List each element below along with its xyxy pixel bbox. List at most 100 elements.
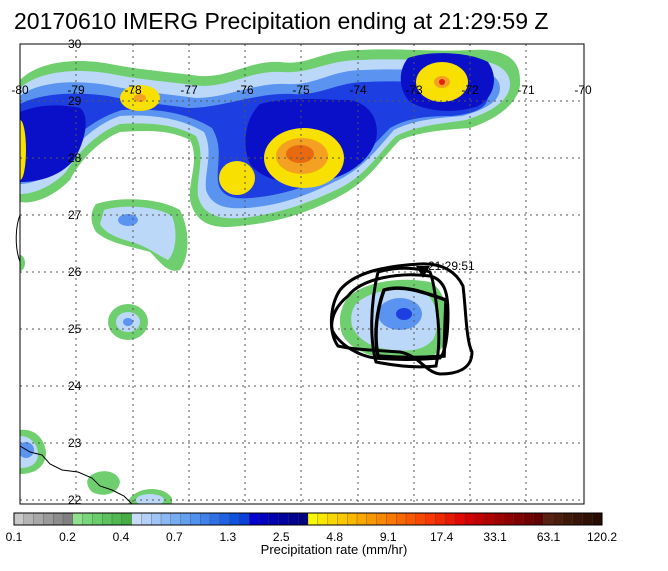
latitude-label: 25 <box>68 322 82 336</box>
colorbar-segment <box>523 512 534 526</box>
colorbar-tick-label: 4.8 <box>326 530 343 544</box>
storm-blue <box>396 308 412 320</box>
colorbar-tick-labels: 0.1 0.2 0.4 0.7 1.3 2.5 4.8 9.1 17.4 33.1 63.1 120.… <box>6 530 618 544</box>
colorbar-segment <box>572 512 583 526</box>
colorbar-tick-label: 0.7 <box>166 530 183 544</box>
colorbar-segments <box>13 512 603 526</box>
colorbar-segment <box>258 512 270 526</box>
colorbar-segment <box>288 512 299 526</box>
latitude-labels: 30 29 28 27 26 25 24 23 22 <box>68 37 82 507</box>
colorbar-segment <box>190 512 201 526</box>
colorbar-segment <box>425 512 436 526</box>
precipitation-field <box>20 49 521 504</box>
colorbar-segment <box>445 512 456 526</box>
colorbar-tick-label: 63.1 <box>537 530 561 544</box>
colorbar-segment <box>278 512 289 526</box>
latitude-label: 26 <box>68 265 82 279</box>
colorbar-segment <box>92 512 103 526</box>
colorbar-segment <box>435 512 446 526</box>
colorbar-tick-label: 120.2 <box>587 530 617 544</box>
longitude-label: -76 <box>236 83 254 97</box>
colorbar-segment <box>327 512 338 526</box>
rain-s1-green <box>87 471 120 495</box>
colorbar-tick-label: 0.2 <box>59 530 76 544</box>
colorbar-segment <box>160 512 172 526</box>
colorbar-segment <box>347 512 358 526</box>
rain-cell-78-25-midblue <box>123 318 133 326</box>
colorbar-segment <box>474 512 485 526</box>
colorbar-segment <box>102 512 113 526</box>
colorbar-segment <box>200 512 211 526</box>
colorbar-segment <box>121 512 133 526</box>
latitude-label: 22 <box>68 493 82 507</box>
colorbar-segment <box>53 512 64 526</box>
longitude-label: -73 <box>405 83 423 97</box>
longitude-label: -71 <box>517 83 535 97</box>
colorbar-segment <box>131 512 142 526</box>
latitude-label: 28 <box>68 151 82 165</box>
rain-sliver-west <box>20 255 25 271</box>
colorbar-segment <box>592 512 603 526</box>
longitude-label: -74 <box>349 83 367 97</box>
colorbar-segment <box>494 512 505 526</box>
colorbar-title: Precipitation rate (mm/hr) <box>260 542 408 557</box>
track-end-marker <box>416 266 430 278</box>
rain-s2-lightblue <box>136 494 164 504</box>
colorbar-segment <box>229 512 240 526</box>
colorbar-segment <box>219 512 231 526</box>
colorbar-segment <box>376 512 387 526</box>
colorbar-segment <box>141 512 152 526</box>
colorbar-segment <box>562 512 574 526</box>
colorbar-segment <box>170 512 182 526</box>
colorbar-segment <box>111 512 123 526</box>
colorbar-tick-label: 1.3 <box>219 530 236 544</box>
swath-outline-core <box>370 266 441 369</box>
colorbar-segment <box>366 512 378 526</box>
colorbar-segment <box>464 512 476 526</box>
longitude-label: -78 <box>124 83 142 97</box>
colorbar-segment <box>249 512 260 526</box>
rain-cell-72-red <box>439 79 445 85</box>
colorbar-segment <box>43 512 54 526</box>
colorbar-segment <box>543 512 554 526</box>
colorbar-tick-label: 0.1 <box>6 530 23 544</box>
satellite-swath-outlines: 21:29:51 <box>330 259 475 376</box>
rain-patch-27-midblue <box>118 214 138 226</box>
colorbar-segment <box>454 512 466 526</box>
rain-core-west-yellow <box>20 120 26 180</box>
colorbar-tick-label: 9.1 <box>380 530 397 544</box>
longitude-label: -72 <box>461 83 479 97</box>
latitude-label: 23 <box>68 436 82 450</box>
longitude-label: -70 <box>574 83 592 97</box>
colorbar-tick-label: 0.4 <box>113 530 130 544</box>
map-title: 20170610 IMERG Precipitation ending at 2… <box>14 8 549 34</box>
swath-outline-inner <box>374 286 448 360</box>
colorbar-tick-label: 17.4 <box>430 530 454 544</box>
map-frame <box>19 43 585 505</box>
latitude-label: 30 <box>68 37 82 51</box>
longitude-labels: -80 -79 -78 -77 -76 -75 -74 -73 -72 -71 -70 <box>11 83 592 97</box>
colorbar-segment <box>337 512 348 526</box>
rain-core-west-darkblue <box>20 105 86 182</box>
colorbar-segment <box>82 512 93 526</box>
rain-cell-78-orange <box>134 94 146 102</box>
rain-cell-75-darkorange <box>286 145 314 163</box>
colorbar-border <box>13 512 603 526</box>
colorbar-segment <box>317 512 329 526</box>
colorbar-segment <box>23 512 35 526</box>
colorbar-segment <box>405 512 417 526</box>
longitude-label: -80 <box>11 83 29 97</box>
rain-cell-76-yellow <box>219 161 255 195</box>
longitude-label: -79 <box>67 83 85 97</box>
colorbar-segment <box>484 512 495 526</box>
colorbar-segment <box>72 512 84 526</box>
colorbar-segment <box>582 512 593 526</box>
colorbar-segment <box>356 512 368 526</box>
colorbar-segment <box>298 512 309 526</box>
colorbar-segment <box>415 512 427 526</box>
longitude-label: -77 <box>180 83 198 97</box>
coastline <box>15 214 133 505</box>
track-time-label: 21:29:51 <box>428 259 475 273</box>
